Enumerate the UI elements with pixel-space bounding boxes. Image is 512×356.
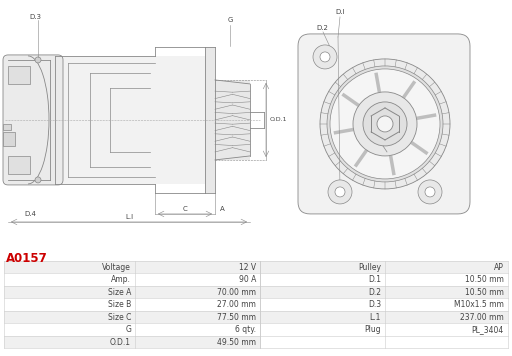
- Text: 49.50 mm: 49.50 mm: [217, 338, 256, 347]
- Bar: [4, 298, 260, 311]
- Text: 27.00 mm: 27.00 mm: [217, 300, 256, 309]
- Bar: [4, 324, 260, 336]
- Text: D.4: D.4: [24, 211, 36, 217]
- Bar: [3, 132, 15, 146]
- Text: C: C: [183, 206, 187, 212]
- Text: Plug: Plug: [365, 325, 381, 334]
- Text: PL_3404: PL_3404: [472, 325, 504, 334]
- Text: Pulley: Pulley: [358, 263, 381, 272]
- Text: D.1: D.1: [368, 275, 381, 284]
- Circle shape: [328, 180, 352, 204]
- Bar: [260, 336, 508, 349]
- Bar: [215, 80, 250, 160]
- Circle shape: [335, 187, 345, 197]
- Circle shape: [418, 180, 442, 204]
- Bar: [3, 124, 11, 130]
- Circle shape: [320, 52, 330, 62]
- Circle shape: [35, 177, 41, 183]
- Circle shape: [425, 187, 435, 197]
- Bar: [260, 261, 508, 273]
- Text: O.D.1: O.D.1: [110, 338, 131, 347]
- Text: Size C: Size C: [108, 313, 131, 322]
- Text: A0157: A0157: [6, 252, 48, 265]
- Bar: [260, 298, 508, 311]
- Text: 10.50 mm: 10.50 mm: [465, 275, 504, 284]
- Text: 12 V: 12 V: [239, 263, 256, 272]
- Bar: [4, 261, 260, 273]
- Bar: [4, 336, 260, 349]
- Text: 77.50 mm: 77.50 mm: [217, 313, 256, 322]
- Text: D.3: D.3: [29, 14, 41, 20]
- Text: 10.50 mm: 10.50 mm: [465, 288, 504, 297]
- FancyBboxPatch shape: [3, 55, 63, 185]
- Text: 70.00 mm: 70.00 mm: [217, 288, 256, 297]
- Text: D.2: D.2: [368, 288, 381, 297]
- Text: G: G: [227, 17, 232, 23]
- Circle shape: [327, 66, 443, 182]
- Bar: [8, 66, 30, 84]
- Text: M10x1.5 mm: M10x1.5 mm: [454, 300, 504, 309]
- Circle shape: [35, 57, 41, 63]
- Bar: [260, 286, 508, 298]
- Text: L.1: L.1: [370, 313, 381, 322]
- Circle shape: [363, 102, 407, 146]
- Bar: [205, 47, 215, 193]
- Text: A: A: [220, 206, 224, 212]
- Circle shape: [353, 92, 417, 156]
- Bar: [4, 311, 260, 324]
- Circle shape: [320, 59, 450, 189]
- Text: G: G: [125, 325, 131, 334]
- Text: O.D.1: O.D.1: [270, 117, 288, 122]
- Text: Size B: Size B: [108, 300, 131, 309]
- Circle shape: [330, 69, 440, 179]
- Text: D.2: D.2: [316, 25, 328, 31]
- Text: 6 qty.: 6 qty.: [235, 325, 256, 334]
- Text: D.I: D.I: [335, 9, 345, 15]
- Bar: [260, 324, 508, 336]
- Bar: [4, 273, 260, 286]
- Text: 237.00 mm: 237.00 mm: [460, 313, 504, 322]
- Text: D.3: D.3: [368, 300, 381, 309]
- Bar: [8, 156, 30, 174]
- Circle shape: [313, 45, 337, 69]
- Circle shape: [377, 116, 393, 132]
- Bar: [260, 273, 508, 286]
- Text: L.I: L.I: [125, 214, 133, 220]
- Bar: [4, 286, 260, 298]
- Text: 90 A: 90 A: [239, 275, 256, 284]
- Bar: [55, 56, 210, 184]
- Text: Amp.: Amp.: [111, 275, 131, 284]
- FancyBboxPatch shape: [298, 34, 470, 214]
- Text: AP: AP: [494, 263, 504, 272]
- Text: Size A: Size A: [108, 288, 131, 297]
- Bar: [260, 311, 508, 324]
- Text: Voltage: Voltage: [102, 263, 131, 272]
